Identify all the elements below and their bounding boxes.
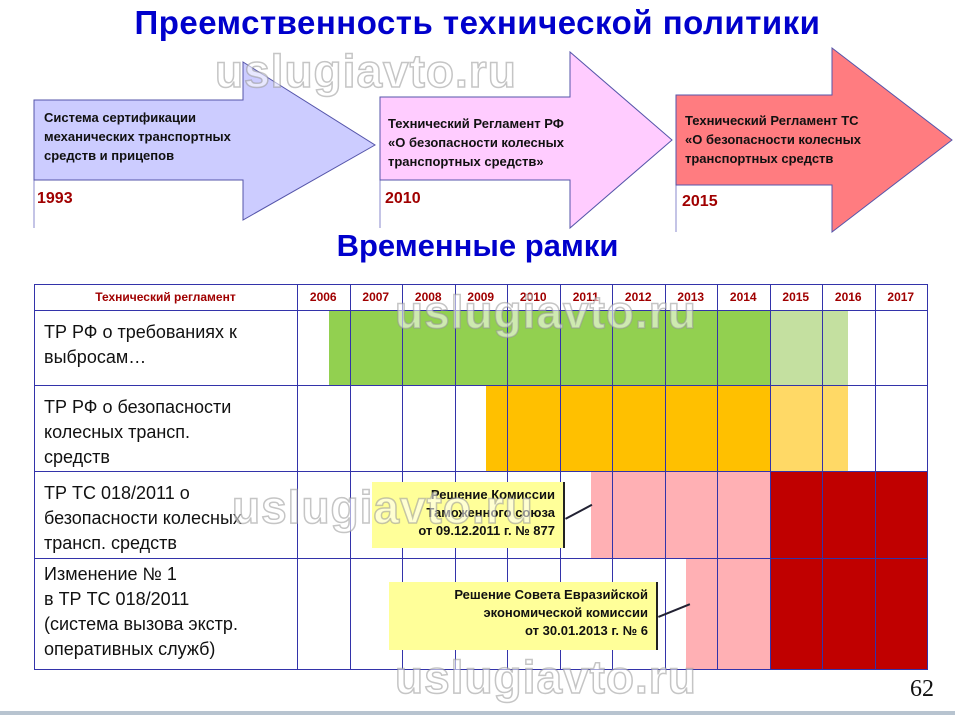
grid-line	[717, 284, 718, 670]
text-line: Технический Регламент ТС	[685, 113, 859, 128]
text-line: Решение Комиссии	[430, 487, 555, 502]
arrow-1-year: 1993	[37, 190, 73, 207]
callout-commission-decision: Решение Комиссии Таможенного союза от 09…	[372, 482, 565, 548]
text-line: в ТР ТС 018/2011	[44, 589, 190, 609]
text-line: от 09.12.2011 г. № 877	[418, 523, 555, 538]
text-line: средств и прицепов	[44, 148, 175, 163]
row-label: ТР ТС 018/2011 о безопасности колесных тра…	[44, 481, 294, 556]
timeline-arrows	[33, 46, 953, 234]
arrow-2010	[379, 50, 673, 230]
timeline-table: ТР РФ о требованиях к выбросам… ТР РФ о бе…	[34, 284, 928, 670]
text-line: ТР РФ о безопасности	[44, 397, 232, 417]
footer-divider	[0, 711, 955, 715]
header-year: 2012	[624, 290, 652, 304]
slide-title: Преемственность технической политики	[134, 4, 821, 41]
timeline-bar	[769, 310, 849, 385]
timeline-bar	[769, 471, 927, 558]
arrow-3-year: 2015	[682, 193, 718, 210]
grid-line	[769, 284, 771, 670]
watermark: uslugiavto.ru	[231, 480, 534, 534]
header-year: 2016	[834, 290, 862, 304]
header-year: 2011	[572, 290, 599, 304]
grid-line	[34, 385, 927, 386]
section-title: Временные рамки	[336, 228, 619, 263]
grid-line	[34, 284, 35, 670]
header-year: 2006	[309, 290, 337, 304]
grid-line	[34, 284, 927, 285]
text-line: колесных трансп.	[44, 422, 191, 442]
row-label: ТР РФ о безопасности колесных трансп. сред…	[44, 395, 294, 470]
grid-line	[507, 284, 508, 670]
watermark: uslugiavto.ru	[394, 650, 697, 704]
grid-line	[612, 284, 613, 670]
text-line: ТР РФ о требованиях к	[44, 322, 237, 342]
watermark: uslugiavto.ru	[394, 285, 697, 339]
arrow-3-text: Технический Регламент ТС «О безопасности…	[685, 111, 861, 168]
text-line: Таможенного союза	[426, 505, 555, 520]
text-line: от 30.01.2013 г. № 6	[525, 623, 648, 638]
header-year: 2010	[519, 290, 547, 304]
watermark: uslugiavto.ru	[214, 44, 517, 98]
timeline-bar	[685, 558, 770, 670]
header-technical-regulation: Технический регламент	[95, 290, 236, 304]
page-number: 62	[910, 676, 934, 702]
arrow-1-text: Система сертификации механических трансп…	[44, 108, 231, 165]
grid-line	[402, 284, 403, 670]
text-line: Технический Регламент РФ	[388, 116, 564, 131]
grid-line	[349, 284, 351, 670]
header-year: 2007	[362, 290, 390, 304]
header-year: 2014	[729, 290, 757, 304]
text-line: экономической комиссии	[483, 605, 648, 620]
grid-line	[297, 284, 298, 670]
grid-line	[34, 669, 927, 670]
header-year: 2015	[782, 290, 810, 304]
grid-line	[34, 558, 927, 559]
timeline-bar	[769, 385, 849, 471]
grid-line	[664, 284, 666, 670]
text-line: оперативных служб)	[44, 639, 216, 659]
timeline-bar	[769, 558, 927, 670]
grid-line	[454, 284, 456, 670]
text-line: «О безопасности колесных	[685, 132, 861, 147]
grid-line	[34, 310, 927, 311]
header-year: 2017	[887, 290, 915, 304]
text-line: Решение Совета Евразийской	[454, 587, 648, 602]
callout-council-decision: Решение Совета Евразийской экономической…	[389, 582, 658, 650]
text-line: транспортных средств»	[388, 154, 544, 169]
arrow-2015	[675, 46, 953, 234]
text-line: механических транспортных	[44, 129, 231, 144]
text-line: безопасности колесных	[44, 508, 242, 528]
text-line: Система сертификации	[44, 110, 196, 125]
arrow-2-year: 2010	[385, 190, 421, 207]
timeline-bar	[486, 385, 770, 471]
row-label: Изменение № 1 в ТР ТС 018/2011 (система вы…	[44, 562, 294, 662]
grid-line	[927, 284, 928, 670]
arrow-2-text: Технический Регламент РФ «О безопасности…	[388, 114, 564, 171]
text-line: средств	[44, 447, 110, 467]
text-line: (система вызова экстр.	[44, 614, 238, 634]
header-year: 2009	[467, 290, 495, 304]
text-line: Изменение № 1	[44, 564, 177, 584]
text-line: «О безопасности колесных	[388, 135, 564, 150]
text-line: трансп. средств	[44, 533, 177, 553]
header-year: 2008	[414, 290, 442, 304]
header-year: 2013	[677, 290, 705, 304]
grid-line	[559, 284, 561, 670]
text-line: транспортных средств	[685, 151, 834, 166]
timeline-bar	[591, 471, 770, 558]
grid-line	[34, 471, 927, 472]
text-line: выбросам…	[44, 347, 147, 367]
arrow-1993	[33, 61, 376, 221]
grid-line	[874, 284, 876, 670]
row-label: ТР РФ о требованиях к выбросам…	[44, 320, 294, 370]
grid-line	[822, 284, 823, 670]
text-line: ТР ТС 018/2011 о	[44, 483, 190, 503]
